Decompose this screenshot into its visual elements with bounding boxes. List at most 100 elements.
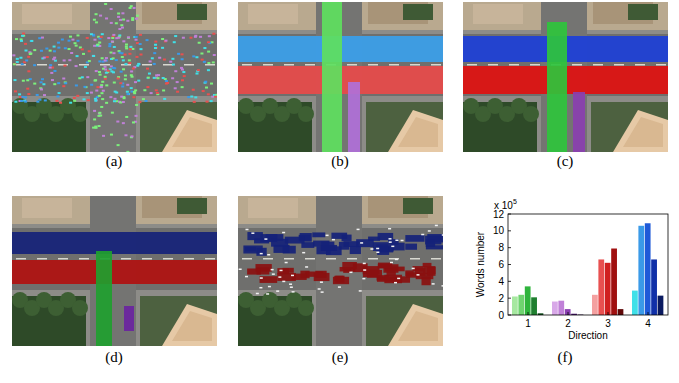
overlay-dot [68,48,71,50]
overlay-dot [105,72,108,74]
overlay-dot [176,91,179,93]
bars [512,223,663,315]
overlay-dot [49,50,52,52]
lane-mark [431,64,441,66]
overlay-dot [391,246,394,248]
bar [531,297,537,315]
overlay-dot [326,235,329,237]
lane-mark [656,64,666,66]
lane-mark [142,64,152,66]
lane-mark [58,258,68,260]
overlay-dot [100,86,103,88]
building [162,304,217,346]
overlay-dot [127,36,130,38]
x-tick-label: 4 [645,318,651,329]
overlay-dot [113,98,116,100]
overlay-dot [134,81,137,83]
overlay-dot [49,67,52,69]
image [12,196,217,346]
overlay-dot [266,293,269,295]
overlay-dot [376,251,379,253]
overlay-dot [181,58,184,60]
overlay-dot [58,92,61,94]
overlay-dot [388,228,391,230]
overlay-dot [111,41,114,43]
overlay-dot [204,81,207,83]
lane-mark [163,258,173,260]
image [12,2,217,152]
trees [366,102,443,152]
image [238,2,443,152]
overlay-dot [127,93,130,95]
roof [22,4,72,24]
overlay-dot [122,59,125,61]
overlay-dot [194,96,197,98]
overlay-dot [116,121,119,123]
overlay-dot [115,22,118,24]
overlay-dot [57,82,60,84]
overlay-dot [155,89,158,91]
overlay-dot [360,242,363,244]
overlay-dot [100,92,103,94]
lane-mark [347,64,357,66]
overlay-dot [102,90,105,92]
lane-mark [530,64,540,66]
overlay [373,242,388,251]
overlay-dot [86,92,89,94]
overlay-dot [129,48,132,50]
overlay-dot [135,56,138,58]
overlay-dot [421,234,424,236]
overlay [423,263,432,267]
overlay-dot [164,40,167,42]
overlay-dot [321,291,324,293]
y-tick-label: 8 [498,242,504,253]
lane-mark [121,64,131,66]
overlay-dot [174,87,177,89]
overlay-dot [165,80,168,82]
lane-mark [16,64,26,66]
overlay-dot [271,269,274,271]
overlay-dot [135,104,138,106]
overlay-dot [130,87,133,89]
overlay-dot [267,254,270,256]
overlay-dot [76,55,79,57]
overlay-dot [14,101,17,103]
overlay-dot [280,270,283,272]
multiplier-exponent: 5 [513,198,517,205]
overlay-dot [276,290,279,292]
y-tick [508,281,511,282]
overlay-dot [64,47,67,49]
overlay-dot [108,45,111,47]
overlay [96,251,112,346]
overlay-dot [21,63,24,65]
lane-mark [163,64,173,66]
tree [298,300,314,316]
overlay-dot [57,47,60,49]
y-tick-label: 6 [498,259,504,270]
overlay-dot [117,12,120,14]
tree [628,4,658,20]
overlay-dot [33,49,36,51]
overlay-dot [259,287,262,289]
overlay-dot [112,57,115,59]
overlay [348,82,360,152]
overlay-dot [126,151,129,152]
overlay-dot [164,40,167,42]
building [398,117,438,147]
lane-mark [142,258,152,260]
overlay-dot [156,77,159,79]
image-panel [12,196,217,346]
y-tick [508,230,511,231]
lane-mark [121,258,131,260]
overlay-dot [90,84,93,86]
trees [140,296,217,346]
bar [592,295,598,315]
overlay-dot [285,262,288,264]
x-tick [648,312,649,315]
overlay-dot [362,278,365,280]
overlay-dot [26,88,29,90]
overlay-dot [33,64,36,66]
overlay-dot [397,278,400,280]
overlay-dot [183,75,186,77]
overlay-dot [268,286,271,288]
